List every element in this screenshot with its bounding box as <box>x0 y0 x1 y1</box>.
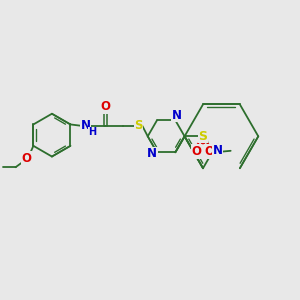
Text: O: O <box>205 145 214 158</box>
Text: N: N <box>172 109 182 122</box>
Text: O: O <box>22 152 32 165</box>
Text: S: S <box>199 130 208 143</box>
Text: N: N <box>147 147 157 160</box>
Text: N: N <box>213 144 223 157</box>
Text: O: O <box>191 145 202 158</box>
Text: N: N <box>81 119 91 132</box>
Text: H: H <box>88 128 97 137</box>
Text: O: O <box>100 100 110 113</box>
Text: S: S <box>134 119 143 132</box>
